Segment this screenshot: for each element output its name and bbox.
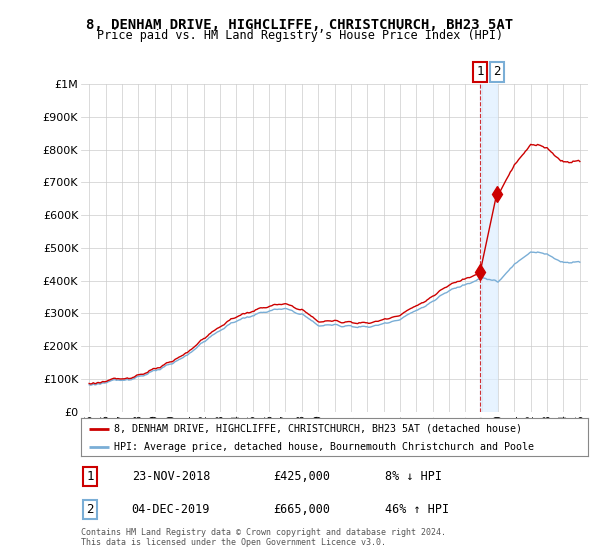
Text: Price paid vs. HM Land Registry’s House Price Index (HPI): Price paid vs. HM Land Registry’s House … xyxy=(97,29,503,42)
Text: 8, DENHAM DRIVE, HIGHCLIFFE, CHRISTCHURCH, BH23 5AT (detached house): 8, DENHAM DRIVE, HIGHCLIFFE, CHRISTCHURC… xyxy=(114,424,522,434)
Text: HPI: Average price, detached house, Bournemouth Christchurch and Poole: HPI: Average price, detached house, Bour… xyxy=(114,442,534,452)
Text: 1: 1 xyxy=(476,66,484,78)
Text: 8, DENHAM DRIVE, HIGHCLIFFE, CHRISTCHURCH, BH23 5AT: 8, DENHAM DRIVE, HIGHCLIFFE, CHRISTCHURC… xyxy=(86,18,514,32)
Text: 2: 2 xyxy=(493,66,500,78)
Text: £425,000: £425,000 xyxy=(274,470,331,483)
Bar xyxy=(480,84,497,412)
Text: 23-NOV-2018: 23-NOV-2018 xyxy=(132,470,210,483)
Text: 46% ↑ HPI: 46% ↑ HPI xyxy=(385,503,449,516)
Text: Contains HM Land Registry data © Crown copyright and database right 2024.
This d: Contains HM Land Registry data © Crown c… xyxy=(81,528,446,548)
Text: 2: 2 xyxy=(86,503,94,516)
Text: 1: 1 xyxy=(86,470,94,483)
Text: 8% ↓ HPI: 8% ↓ HPI xyxy=(385,470,442,483)
Text: 04-DEC-2019: 04-DEC-2019 xyxy=(132,503,210,516)
Text: £665,000: £665,000 xyxy=(274,503,331,516)
